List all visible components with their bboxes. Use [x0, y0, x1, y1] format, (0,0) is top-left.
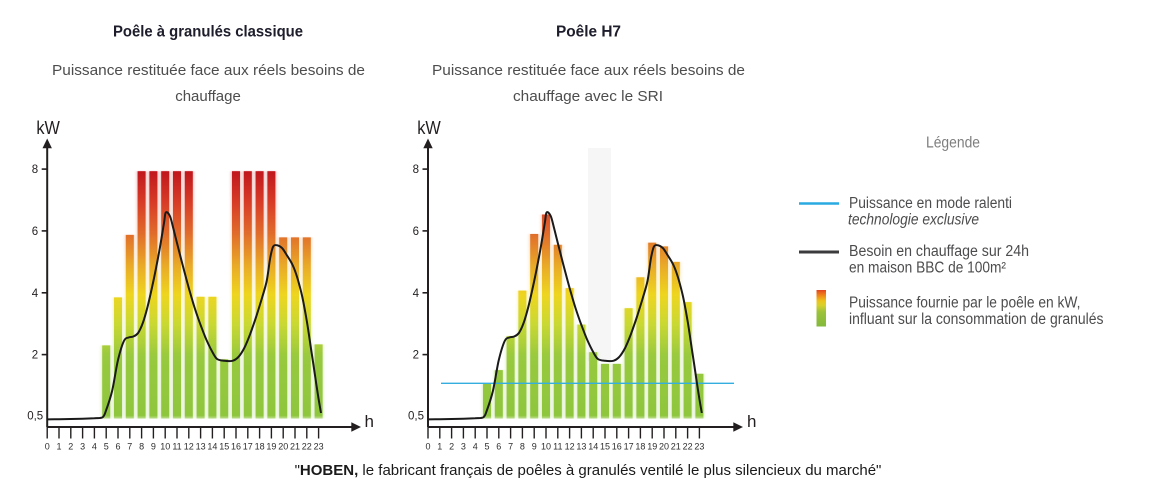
svg-text:3: 3 [80, 442, 85, 452]
svg-text:13: 13 [576, 442, 586, 452]
svg-text:8: 8 [520, 442, 525, 452]
svg-text:14: 14 [588, 442, 598, 452]
svg-text:Poêle H7: Poêle H7 [556, 24, 621, 41]
svg-text:6: 6 [413, 226, 419, 238]
svg-text:h: h [365, 412, 374, 431]
svg-text:21: 21 [290, 442, 300, 452]
svg-text:Légende: Légende [926, 135, 980, 152]
svg-text:20: 20 [278, 442, 288, 452]
svg-text:technologie exclusive: technologie exclusive [848, 212, 979, 229]
svg-text:5: 5 [104, 442, 109, 452]
svg-text:17: 17 [624, 442, 634, 452]
svg-text:Puissance restituée face aux r: Puissance restituée face aux réels besoi… [432, 62, 745, 79]
svg-text:"HOBEN, le fabricant français: "HOBEN, le fabricant français de poêles … [295, 462, 882, 479]
svg-text:11: 11 [172, 442, 181, 452]
svg-text:23: 23 [314, 442, 324, 452]
svg-text:1: 1 [56, 442, 61, 452]
svg-text:kW: kW [417, 118, 441, 138]
svg-text:Puissance fournie par le poêle: Puissance fournie par le poêle en kW, [849, 295, 1081, 312]
svg-text:18: 18 [255, 442, 265, 452]
svg-text:23: 23 [694, 442, 704, 452]
svg-text:3: 3 [461, 442, 466, 452]
svg-text:6: 6 [496, 442, 501, 452]
svg-text:16: 16 [231, 442, 241, 452]
svg-text:8: 8 [413, 164, 419, 176]
svg-text:0: 0 [45, 442, 50, 452]
svg-text:19: 19 [266, 442, 276, 452]
svg-text:22: 22 [302, 442, 312, 452]
svg-text:Poêle à granulés classique: Poêle à granulés classique [113, 24, 303, 41]
svg-text:20: 20 [659, 442, 669, 452]
svg-text:2: 2 [68, 442, 73, 452]
svg-text:15: 15 [219, 442, 229, 452]
svg-text:h: h [747, 412, 756, 431]
svg-text:4: 4 [92, 442, 97, 452]
svg-text:12: 12 [184, 442, 194, 452]
svg-text:8: 8 [139, 442, 144, 452]
svg-text:19: 19 [647, 442, 657, 452]
svg-text:11: 11 [553, 442, 562, 452]
svg-text:0: 0 [425, 442, 430, 452]
svg-text:17: 17 [243, 442, 253, 452]
svg-text:1: 1 [437, 442, 442, 452]
svg-text:0,5: 0,5 [408, 411, 424, 423]
svg-text:influant sur la consommation d: influant sur la consommation de granulés [849, 311, 1104, 328]
svg-text:6: 6 [115, 442, 120, 452]
svg-text:en maison BBC de 100m²: en maison BBC de 100m² [849, 260, 1006, 277]
svg-text:9: 9 [151, 442, 156, 452]
svg-text:4: 4 [32, 288, 39, 300]
svg-text:10: 10 [541, 442, 551, 452]
svg-text:7: 7 [127, 442, 132, 452]
svg-text:16: 16 [612, 442, 622, 452]
svg-text:14: 14 [207, 442, 217, 452]
svg-text:Puissance restituée face aux r: Puissance restituée face aux réels besoi… [52, 62, 365, 79]
svg-text:4: 4 [413, 288, 420, 300]
svg-text:9: 9 [532, 442, 537, 452]
svg-text:Besoin en chauffage sur 24h: Besoin en chauffage sur 24h [849, 243, 1029, 260]
svg-text:12: 12 [565, 442, 575, 452]
svg-text:2: 2 [32, 350, 38, 362]
svg-text:15: 15 [600, 442, 610, 452]
svg-text:10: 10 [160, 442, 170, 452]
svg-text:7: 7 [508, 442, 513, 452]
svg-text:6: 6 [32, 226, 38, 238]
svg-text:0,5: 0,5 [27, 411, 43, 423]
svg-text:chauffage: chauffage [175, 88, 241, 105]
svg-text:22: 22 [683, 442, 693, 452]
svg-text:2: 2 [449, 442, 454, 452]
svg-text:18: 18 [635, 442, 645, 452]
svg-text:Puissance en mode ralenti: Puissance en mode ralenti [849, 195, 1012, 212]
svg-text:21: 21 [671, 442, 681, 452]
svg-text:8: 8 [32, 164, 38, 176]
svg-text:5: 5 [484, 442, 489, 452]
svg-text:4: 4 [473, 442, 478, 452]
svg-text:2: 2 [413, 350, 419, 362]
svg-text:kW: kW [36, 118, 60, 138]
svg-text:chauffage avec le SRI: chauffage avec le SRI [513, 88, 663, 105]
svg-text:13: 13 [196, 442, 206, 452]
